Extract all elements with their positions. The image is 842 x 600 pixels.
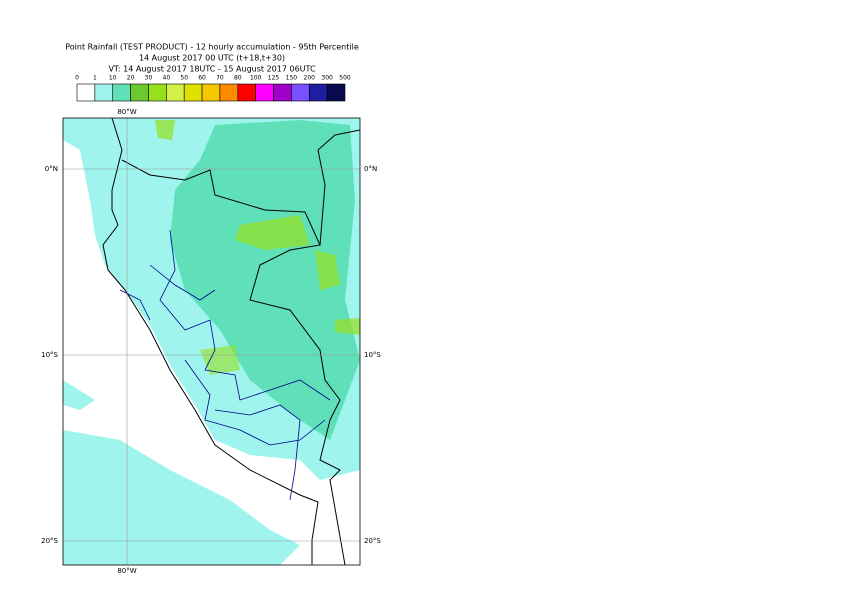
lat-label: 20°S xyxy=(364,537,381,545)
legend-swatch xyxy=(201,83,221,102)
lat-label: 10°S xyxy=(364,351,381,359)
lat-label: 0°N xyxy=(364,165,377,173)
legend-swatch xyxy=(130,83,149,102)
map-frame xyxy=(62,117,361,566)
legend-swatch xyxy=(219,83,239,102)
lon-label: 80°W xyxy=(117,108,136,116)
lat-label: 0°N xyxy=(45,165,58,173)
legend-swatch xyxy=(308,83,328,102)
title-line: Point Rainfall (TEST PRODUCT) - 12 hourl… xyxy=(65,43,359,52)
legend-label: 10 xyxy=(109,75,117,82)
lon-label: 80°W xyxy=(117,567,136,575)
legend-swatch xyxy=(112,83,131,102)
legend-label: 0 xyxy=(75,75,79,82)
legend-swatch xyxy=(273,83,292,102)
legend: 0 1 10 20 30 40 50 60 70 80 100 125 150 200 300 500 xyxy=(75,75,351,102)
legend-label: 40 xyxy=(163,75,171,82)
title-line: VT: 14 August 2017 18UTC - 15 August 201… xyxy=(108,65,316,74)
legend-swatch xyxy=(148,83,167,102)
legend-label: 30 xyxy=(145,75,153,82)
legend-label: 200 xyxy=(304,75,316,82)
legend-label: 100 xyxy=(250,75,262,82)
legend-swatch xyxy=(76,83,96,102)
lat-label: 20°S xyxy=(41,537,58,545)
legend-label: 500 xyxy=(339,75,351,82)
legend-label: 70 xyxy=(216,75,224,82)
legend-swatch xyxy=(183,83,203,102)
legend-label: 60 xyxy=(198,75,206,82)
legend-label: 1 xyxy=(93,75,97,82)
legend-label: 150 xyxy=(286,75,298,82)
map xyxy=(63,118,360,565)
legend-swatch xyxy=(166,83,185,102)
legend-swatch xyxy=(326,83,346,102)
lat-label: 10°S xyxy=(41,351,58,359)
title-line: 14 August 2017 00 UTC (t+18,t+30) xyxy=(139,54,285,63)
legend-label: 50 xyxy=(180,75,188,82)
legend-label: 300 xyxy=(321,75,333,82)
legend-label: 20 xyxy=(127,75,135,82)
legend-label: 125 xyxy=(268,75,280,82)
legend-swatch xyxy=(237,83,256,102)
legend-label: 80 xyxy=(234,75,242,82)
legend-swatch xyxy=(94,83,114,102)
legend-swatch xyxy=(291,83,310,102)
legend-swatch xyxy=(255,83,274,102)
